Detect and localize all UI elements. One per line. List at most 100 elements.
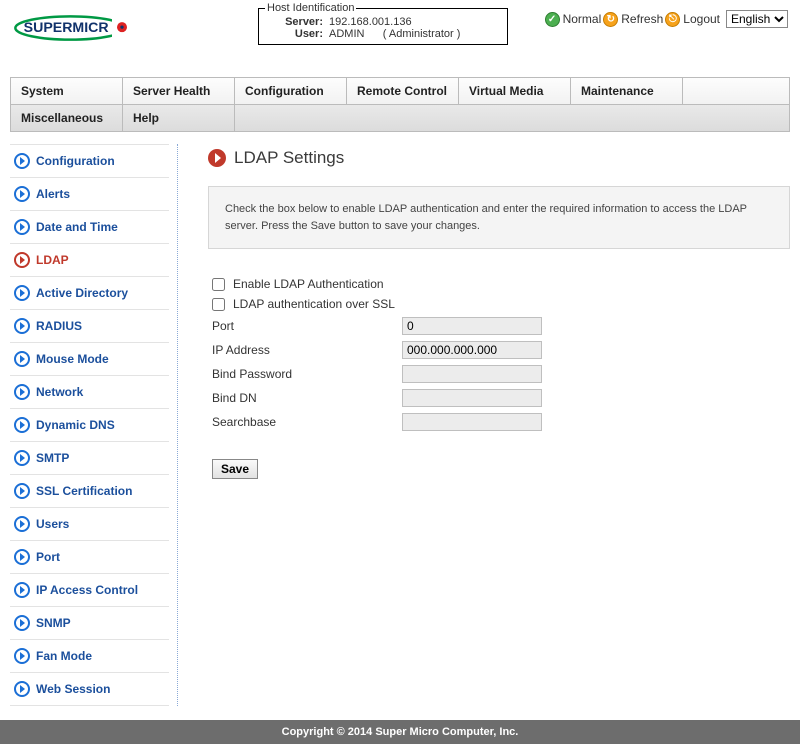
host-legend: Host Identification — [265, 2, 356, 14]
sidebar-item-label: SMTP — [36, 451, 69, 465]
save-button[interactable]: Save — [212, 459, 258, 479]
menu-virtual-media[interactable]: Virtual Media — [459, 78, 571, 104]
port-label: Port — [212, 319, 402, 333]
arrow-icon — [14, 681, 30, 697]
main-menu: System Server Health Configuration Remot… — [10, 77, 790, 132]
sidebar-item-snmp[interactable]: SNMP — [10, 607, 169, 640]
arrow-icon — [14, 516, 30, 532]
user-name: ADMIN — [329, 28, 364, 40]
ip-input[interactable] — [402, 341, 542, 359]
menu-configuration[interactable]: Configuration — [235, 78, 347, 104]
sidebar-item-label: Configuration — [36, 154, 115, 168]
sidebar-item-label: RADIUS — [36, 319, 82, 333]
enable-ldap-label: Enable LDAP Authentication — [233, 277, 384, 291]
menu-maintenance[interactable]: Maintenance — [571, 78, 683, 104]
sidebar-item-network[interactable]: Network — [10, 376, 169, 409]
sidebar-item-label: SSL Certification — [36, 484, 132, 498]
help-box: Check the box below to enable LDAP authe… — [208, 186, 790, 249]
arrow-icon — [14, 384, 30, 400]
host-identification-box: Host Identification Server: 192.168.001.… — [258, 2, 508, 45]
search-input[interactable] — [402, 413, 542, 431]
arrow-icon — [14, 186, 30, 202]
sidebar-item-active-directory[interactable]: Active Directory — [10, 277, 169, 310]
arrow-icon — [14, 417, 30, 433]
sidebar-item-label: Web Session — [36, 682, 110, 696]
page-title-icon — [208, 149, 226, 167]
logo-text: SUPERMICR — [24, 20, 109, 36]
user-value: ADMIN ( Administrator ) — [329, 28, 497, 40]
sidebar-item-label: Active Directory — [36, 286, 128, 300]
sidebar-item-label: Port — [36, 550, 60, 564]
menu-system[interactable]: System — [11, 78, 123, 104]
menu-row-2: Miscellaneous Help — [11, 105, 789, 131]
refresh-link[interactable]: Refresh — [621, 12, 663, 26]
search-label: Searchbase — [212, 415, 402, 429]
sidebar-item-ip-access-control[interactable]: IP Access Control — [10, 574, 169, 607]
page-title-row: LDAP Settings — [208, 148, 790, 168]
port-input[interactable] — [402, 317, 542, 335]
menu-server-health[interactable]: Server Health — [123, 78, 235, 104]
sidebar-item-label: Users — [36, 517, 69, 531]
sidebar-item-users[interactable]: Users — [10, 508, 169, 541]
ip-label: IP Address — [212, 343, 402, 357]
binddn-input[interactable] — [402, 389, 542, 407]
arrow-icon — [14, 549, 30, 565]
arrow-icon — [14, 483, 30, 499]
menu-row-1: System Server Health Configuration Remot… — [11, 78, 789, 105]
sidebar-item-label: Fan Mode — [36, 649, 92, 663]
footer: Copyright © 2014 Super Micro Computer, I… — [0, 720, 800, 744]
server-label: Server: — [269, 16, 329, 28]
top-right-bar: ✓ Normal ↻ Refresh ⎋ Logout English — [545, 10, 788, 28]
sidebar-item-radius[interactable]: RADIUS — [10, 310, 169, 343]
status-normal-icon: ✓ — [545, 12, 560, 27]
status-normal-label: Normal — [563, 12, 602, 26]
sidebar-item-label: Mouse Mode — [36, 352, 109, 366]
sidebar-item-ldap[interactable]: LDAP — [10, 244, 169, 277]
ldap-ssl-checkbox[interactable] — [212, 298, 225, 311]
bindpw-input[interactable] — [402, 365, 542, 383]
sidebar-item-label: IP Access Control — [36, 583, 138, 597]
arrow-icon — [14, 285, 30, 301]
arrow-icon — [14, 219, 30, 235]
enable-ldap-checkbox[interactable] — [212, 278, 225, 291]
header: SUPERMICR Host Identification Server: 19… — [0, 0, 800, 51]
server-value: 192.168.001.136 — [329, 16, 497, 28]
sidebar-item-configuration[interactable]: Configuration — [10, 144, 169, 178]
arrow-icon — [14, 648, 30, 664]
menu-remote-control[interactable]: Remote Control — [347, 78, 459, 104]
sidebar-item-ssl-certification[interactable]: SSL Certification — [10, 475, 169, 508]
logout-icon[interactable]: ⎋ — [665, 12, 680, 27]
arrow-icon — [14, 582, 30, 598]
user-label: User: — [269, 28, 329, 40]
arrow-icon — [14, 318, 30, 334]
sidebar-item-smtp[interactable]: SMTP — [10, 442, 169, 475]
language-select[interactable]: English — [726, 10, 788, 28]
refresh-icon[interactable]: ↻ — [603, 12, 618, 27]
arrow-icon — [14, 153, 30, 169]
sidebar-item-alerts[interactable]: Alerts — [10, 178, 169, 211]
sidebar-item-mouse-mode[interactable]: Mouse Mode — [10, 343, 169, 376]
sidebar-item-label: SNMP — [36, 616, 71, 630]
menu-miscellaneous[interactable]: Miscellaneous — [11, 105, 123, 131]
bindpw-label: Bind Password — [212, 367, 402, 381]
sidebar-item-label: Dynamic DNS — [36, 418, 115, 432]
user-role: ( Administrator ) — [383, 28, 461, 40]
arrow-icon — [14, 351, 30, 367]
binddn-label: Bind DN — [212, 391, 402, 405]
sidebar-item-label: Alerts — [36, 187, 70, 201]
arrow-icon — [14, 252, 30, 268]
logo: SUPERMICR — [12, 4, 162, 49]
sidebar-item-web-session[interactable]: Web Session — [10, 673, 169, 706]
sidebar-item-date-and-time[interactable]: Date and Time — [10, 211, 169, 244]
menu-spacer2 — [235, 105, 789, 131]
ldap-form: Enable LDAP Authentication LDAP authenti… — [208, 277, 790, 479]
page-title: LDAP Settings — [234, 148, 344, 168]
logout-link[interactable]: Logout — [683, 12, 720, 26]
sidebar-item-dynamic-dns[interactable]: Dynamic DNS — [10, 409, 169, 442]
sidebar-item-fan-mode[interactable]: Fan Mode — [10, 640, 169, 673]
sidebar: Configuration Alerts Date and TimeLDAP Acti… — [10, 144, 178, 706]
sidebar-item-port[interactable]: Port — [10, 541, 169, 574]
ldap-ssl-label: LDAP authentication over SSL — [233, 297, 395, 311]
content: LDAP Settings Check the box below to ena… — [178, 144, 790, 706]
menu-help[interactable]: Help — [123, 105, 235, 131]
